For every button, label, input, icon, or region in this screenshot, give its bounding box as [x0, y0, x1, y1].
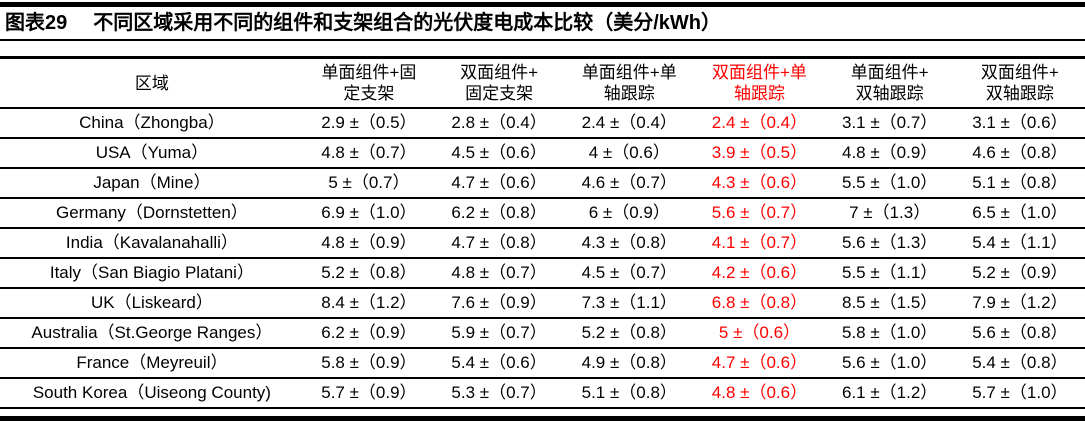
region-cell: China（Zhongba） — [0, 108, 304, 139]
value-cell: 5.8 ±（1.0） — [824, 318, 955, 349]
value-cell: 4.6 ±（0.7） — [564, 168, 695, 199]
value-cell: 6.5 ±（1.0） — [954, 198, 1085, 229]
figure-title-text: 不同区域采用不同的组件和支架组合的光伏度电成本比较（美分/kWh） — [93, 12, 722, 34]
title-top-rule — [0, 2, 1085, 7]
value-cell: 8.4 ±（1.2） — [303, 288, 434, 319]
value-cell: 5.2 ±（0.9） — [954, 258, 1085, 289]
lcoe-comparison-table: 区域 单面组件+固 定支架 双面组件+ 固定支架 单面组件+单 轴跟踪 双面组件+单 轴跟踪 单面… — [0, 56, 1085, 409]
value-cell: 4.5 ±（0.6） — [434, 138, 565, 169]
region-cell: Japan（Mine） — [0, 168, 304, 199]
column-header-5: 单面组件+ 双轴跟踪 — [824, 57, 955, 109]
value-cell: 4.3 ±（0.8） — [564, 228, 695, 259]
value-cell: 5.8 ±（0.9） — [303, 348, 434, 379]
value-cell: 7.9 ±（1.2） — [954, 288, 1085, 319]
table-header-row: 区域 单面组件+固 定支架 双面组件+ 固定支架 单面组件+单 轴跟踪 双面组件+单 轴跟踪 单面… — [0, 57, 1085, 109]
region-cell: UK（Liskeard） — [0, 288, 304, 319]
value-cell: 6.8 ±（0.8） — [694, 288, 825, 319]
value-cell: 5.4 ±（0.6） — [434, 348, 565, 379]
column-header-1: 单面组件+固 定支架 — [303, 57, 434, 109]
value-cell: 5.2 ±（0.8） — [303, 258, 434, 289]
value-cell: 4.8 ±（0.9） — [824, 138, 955, 169]
value-cell: 5.6 ±（0.7） — [694, 198, 825, 229]
value-cell: 2.4 ±（0.4） — [564, 108, 695, 139]
value-cell: 4.1 ±（0.7） — [694, 228, 825, 259]
value-cell: 4.8 ±（0.7） — [303, 138, 434, 169]
column-header-6: 双面组件+ 双轴跟踪 — [954, 57, 1085, 109]
value-cell: 5.4 ±（0.8） — [954, 348, 1085, 379]
title-bottom-rule — [0, 39, 1085, 41]
value-cell: 4 ±（0.6） — [564, 138, 695, 169]
value-cell: 5.5 ±（1.0） — [824, 168, 955, 199]
figure-title: 图表29 不同区域采用不同的组件和支架组合的光伏度电成本比较（美分/kWh） — [0, 7, 1085, 39]
value-cell: 5.6 ±（1.3） — [824, 228, 955, 259]
value-cell: 5.4 ±（1.1） — [954, 228, 1085, 259]
table-row: Australia（St.George Ranges） 6.2 ±（0.9） 5.9… — [0, 318, 1085, 349]
region-cell: Italy（San Biagio Platani） — [0, 258, 304, 289]
value-cell: 4.3 ±（0.6） — [694, 168, 825, 199]
value-cell: 5.6 ±（1.0） — [824, 348, 955, 379]
table-row: South Korea（Uiseong County) 5.7 ±（0.9） 5.3… — [0, 378, 1085, 409]
value-cell: 8.5 ±（1.5） — [824, 288, 955, 319]
region-cell: South Korea（Uiseong County) — [0, 378, 304, 409]
table-row: USA（Yuma） 4.8 ±（0.7） 4.5 ±（0.6） 4 ±（0.6） 3.9… — [0, 138, 1085, 169]
value-cell: 6 ±（0.9） — [564, 198, 695, 229]
value-cell: 6.2 ±（0.8） — [434, 198, 565, 229]
value-cell: 3.1 ±（0.7） — [824, 108, 955, 139]
value-cell: 5.7 ±（0.9） — [303, 378, 434, 409]
value-cell: 5.1 ±（0.8） — [954, 168, 1085, 199]
value-cell: 4.5 ±（0.7） — [564, 258, 695, 289]
title-block: 图表29 不同区域采用不同的组件和支架组合的光伏度电成本比较（美分/kWh） — [0, 0, 1085, 41]
region-cell: Australia（St.George Ranges） — [0, 318, 304, 349]
value-cell: 4.2 ±（0.6） — [694, 258, 825, 289]
value-cell: 5.5 ±（1.1） — [824, 258, 955, 289]
value-cell: 7.6 ±（0.9） — [434, 288, 565, 319]
table-row: Japan（Mine） 5 ±（0.7） 4.7 ±（0.6） 4.6 ±（0.7） 4… — [0, 168, 1085, 199]
value-cell: 5 ±（0.7） — [303, 168, 434, 199]
table-row: Italy（San Biagio Platani） 5.2 ±（0.8） 4.8 ±… — [0, 258, 1085, 289]
table-bottom-rule — [0, 416, 1085, 421]
table-row: France（Meyreuil） 5.8 ±（0.9） 5.4 ±（0.6） 4.9 … — [0, 348, 1085, 379]
table-row: India（Kavalanahalli） 4.8 ±（0.9） 4.7 ±（0.8）… — [0, 228, 1085, 259]
column-header-4: 双面组件+单 轴跟踪 — [694, 57, 825, 109]
value-cell: 3.9 ±（0.5） — [694, 138, 825, 169]
region-cell: India（Kavalanahalli） — [0, 228, 304, 259]
figure-number: 图表29 — [5, 12, 68, 34]
value-cell: 7.3 ±（1.1） — [564, 288, 695, 319]
table-row: China（Zhongba） 2.9 ±（0.5） 2.8 ±（0.4） 2.4 ±（… — [0, 108, 1085, 139]
value-cell: 5.2 ±（0.8） — [564, 318, 695, 349]
value-cell: 4.6 ±（0.8） — [954, 138, 1085, 169]
value-cell: 7 ±（1.3） — [824, 198, 955, 229]
value-cell: 2.8 ±（0.4） — [434, 108, 565, 139]
region-cell: USA（Yuma） — [0, 138, 304, 169]
value-cell: 5 ±（0.6） — [694, 318, 825, 349]
region-cell: France（Meyreuil） — [0, 348, 304, 379]
value-cell: 4.8 ±（0.6） — [694, 378, 825, 409]
value-cell: 6.1 ±（1.2） — [824, 378, 955, 409]
value-cell: 2.4 ±（0.4） — [694, 108, 825, 139]
value-cell: 4.9 ±（0.8） — [564, 348, 695, 379]
value-cell: 2.9 ±（0.5） — [303, 108, 434, 139]
value-cell: 4.8 ±（0.9） — [303, 228, 434, 259]
column-header-3: 单面组件+单 轴跟踪 — [564, 57, 695, 109]
value-cell: 4.7 ±（0.6） — [694, 348, 825, 379]
value-cell: 5.1 ±（0.8） — [564, 378, 695, 409]
table-row: Germany（Dornstetten） 6.9 ±（1.0） 6.2 ±（0.8）… — [0, 198, 1085, 229]
value-cell: 5.6 ±（0.8） — [954, 318, 1085, 349]
column-header-2: 双面组件+ 固定支架 — [434, 57, 565, 109]
value-cell: 3.1 ±（0.6） — [954, 108, 1085, 139]
value-cell: 6.9 ±（1.0） — [303, 198, 434, 229]
value-cell: 5.3 ±（0.7） — [434, 378, 565, 409]
value-cell: 5.7 ±（1.0） — [954, 378, 1085, 409]
value-cell: 4.7 ±（0.6） — [434, 168, 565, 199]
region-cell: Germany（Dornstetten） — [0, 198, 304, 229]
value-cell: 5.9 ±（0.7） — [434, 318, 565, 349]
table-row: UK（Liskeard） 8.4 ±（1.2） 7.6 ±（0.9） 7.3 ±（1.… — [0, 288, 1085, 319]
value-cell: 6.2 ±（0.9） — [303, 318, 434, 349]
value-cell: 4.7 ±（0.8） — [434, 228, 565, 259]
value-cell: 4.8 ±（0.7） — [434, 258, 565, 289]
column-header-region: 区域 — [0, 57, 304, 109]
